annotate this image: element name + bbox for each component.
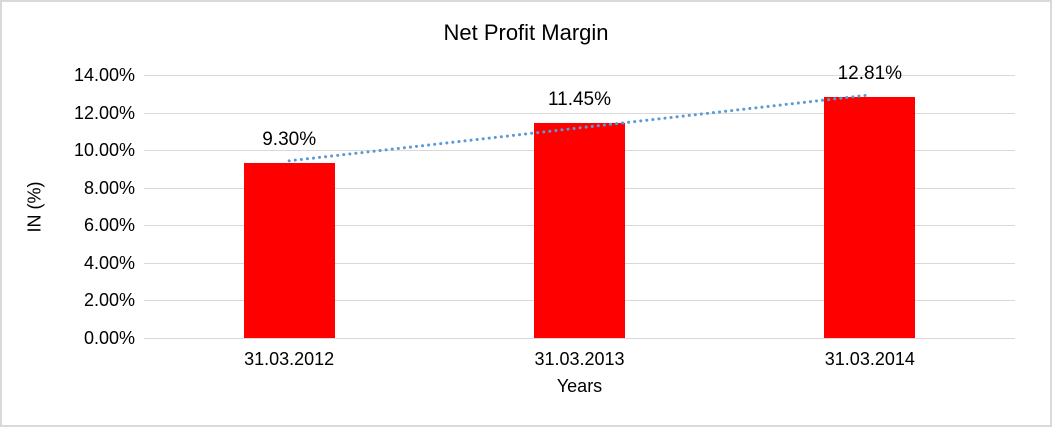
- y-tick-label: 12.00%: [73, 102, 135, 123]
- bar: [243, 163, 335, 338]
- y-tick-label: 6.00%: [83, 215, 135, 236]
- y-tick-label: 2.00%: [83, 290, 135, 311]
- y-tick-label: 0.00%: [83, 328, 135, 348]
- y-tick-label: 14.00%: [73, 65, 135, 85]
- gridline: [144, 75, 1015, 76]
- x-category-label: 31.03.2014: [824, 349, 915, 369]
- bar: [534, 122, 625, 338]
- gridline: [144, 338, 1015, 339]
- y-tick-label: 10.00%: [73, 140, 135, 161]
- bar: [824, 97, 916, 338]
- y-tick-label: 8.00%: [83, 177, 135, 198]
- chart-title: Net Profit Margin: [443, 20, 609, 45]
- x-axis-title: Years: [556, 376, 603, 396]
- x-category-label: 31.03.2013: [534, 349, 625, 369]
- y-tick-label: 4.00%: [83, 252, 135, 273]
- bar-data-label: 9.30%: [262, 129, 317, 151]
- bar-data-label: 12.81%: [837, 63, 903, 85]
- x-category-label: 31.03.2012: [244, 349, 335, 369]
- bar-data-label: 11.45%: [547, 88, 612, 110]
